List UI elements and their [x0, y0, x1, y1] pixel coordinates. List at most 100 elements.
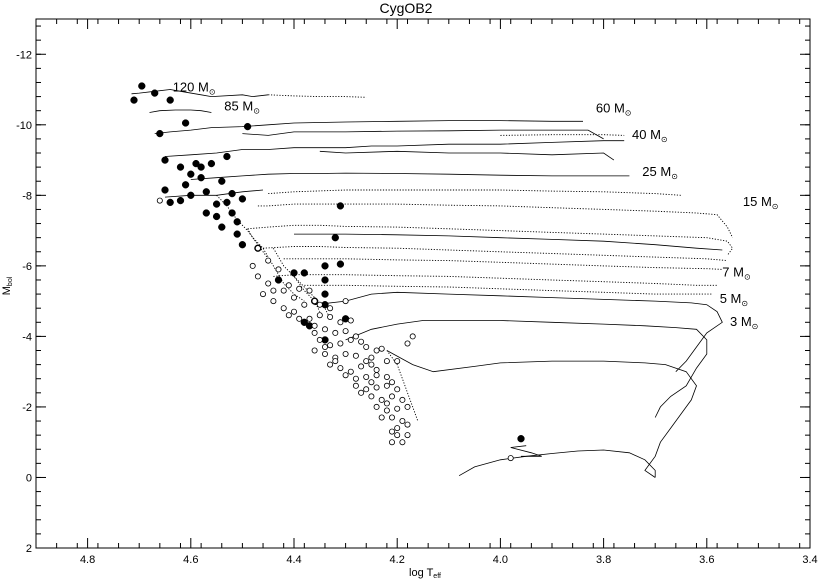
- open-star-point: [275, 266, 282, 273]
- evolutionary-track: [304, 284, 712, 295]
- y-tick-label: 0: [26, 472, 32, 484]
- evolutionary-track: [154, 120, 583, 134]
- open-star-point: [404, 432, 411, 439]
- mass-labels: 120 M⊙85 M⊙ 60 M⊙40 M⊙25 M⊙15 M⊙7 M⊙5 M⊙3…: [173, 79, 779, 330]
- filled-star-point: [130, 96, 138, 104]
- open-star-point: [327, 342, 334, 349]
- solar-symbol: ⊙: [744, 272, 751, 281]
- open-star-point: [337, 340, 344, 347]
- open-star-point: [327, 305, 334, 312]
- mass-label-text: 25 M: [642, 164, 671, 179]
- open-star-point: [156, 197, 163, 204]
- filled-star-point: [197, 163, 205, 171]
- open-star-point: [311, 322, 318, 329]
- evolutionary-track: [510, 445, 542, 457]
- x-axis-title: log Teff: [409, 567, 441, 580]
- filled-star-point: [321, 276, 329, 284]
- evolutionary-track: [268, 189, 682, 196]
- open-star-point: [388, 439, 395, 446]
- mass-label: 40 M⊙: [632, 127, 668, 144]
- x-tick-label: 4.0: [493, 554, 508, 566]
- evolutionary-track: [386, 350, 419, 422]
- open-star-point: [383, 373, 390, 380]
- filled-star-point: [161, 156, 169, 164]
- mass-label-text: 40 M: [632, 127, 661, 142]
- evolutionary-tracks: [131, 89, 734, 478]
- open-star-point: [383, 407, 390, 414]
- open-star-point: [383, 358, 390, 365]
- filled-star-point: [166, 198, 174, 207]
- open-star-point: [316, 301, 323, 308]
- open-star-point: [373, 384, 380, 391]
- filled-star-point: [223, 152, 231, 161]
- mass-label: 5 M⊙: [720, 291, 748, 308]
- open-star-point: [388, 414, 395, 421]
- open-star-point: [342, 298, 349, 305]
- open-star-point: [378, 396, 385, 403]
- filled-star-point: [238, 241, 247, 249]
- filled-star-point: [192, 159, 200, 168]
- y-axis-title: Mbol: [1, 276, 14, 295]
- filled-star-point: [138, 82, 146, 90]
- stars: [130, 82, 525, 462]
- y-tick-label: -8: [22, 190, 32, 202]
- open-star-point: [399, 439, 406, 446]
- filled-star-point: [161, 186, 169, 194]
- open-star-point: [254, 273, 261, 280]
- filled-star-point: [202, 188, 210, 196]
- open-star-point: [404, 340, 411, 347]
- evolutionary-track: [273, 274, 718, 286]
- y-tick-label: -12: [16, 49, 32, 61]
- chart-title: CygOB2: [380, 0, 433, 16]
- y-axis-title-sub: bol: [7, 276, 14, 286]
- open-star-point: [280, 287, 287, 294]
- open-star-point: [388, 428, 395, 435]
- x-axis-title-main: log T: [409, 567, 434, 579]
- plot-border: [35, 18, 811, 549]
- filled-star-point: [202, 209, 210, 217]
- open-star-point: [259, 291, 266, 298]
- filled-star-point: [336, 202, 345, 210]
- filled-star-point: [181, 181, 190, 189]
- open-star-point: [368, 393, 375, 400]
- open-star-point: [368, 354, 375, 361]
- y-tick-label: -2: [22, 402, 32, 414]
- evolutionary-track: [164, 189, 264, 198]
- open-star-point: [249, 262, 256, 269]
- open-star-point: [394, 386, 401, 393]
- open-star-point: [301, 301, 308, 308]
- evolutionary-track: [386, 350, 697, 478]
- open-star-point: [404, 403, 411, 410]
- filled-star-point: [212, 200, 221, 208]
- open-star-point: [270, 298, 277, 305]
- filled-star-point: [156, 129, 164, 138]
- evolutionary-track: [247, 228, 305, 302]
- open-star-point: [368, 379, 375, 386]
- open-star-point: [285, 282, 292, 289]
- mass-label-text: 15 M: [743, 194, 772, 209]
- filled-star-point: [336, 260, 345, 268]
- mass-label-text: 60 M: [596, 101, 625, 116]
- evolutionary-track: [314, 291, 723, 372]
- filled-star-point: [176, 163, 185, 171]
- solar-symbol: ⊙: [661, 135, 668, 144]
- open-star-point: [347, 336, 354, 343]
- filled-star-point: [212, 212, 221, 221]
- mass-label: 120 M⊙: [173, 79, 216, 96]
- x-tick-label: 4.4: [286, 554, 301, 566]
- open-star-point: [399, 417, 406, 424]
- open-star-point: [363, 343, 370, 350]
- evolutionary-track: [257, 203, 734, 238]
- x-tick-label: 3.8: [596, 554, 611, 566]
- solar-symbol: ⊙: [253, 107, 260, 116]
- open-star-point: [394, 358, 401, 365]
- open-star-point: [306, 315, 313, 322]
- filled-star-point: [181, 119, 190, 127]
- open-star-point: [321, 326, 328, 333]
- evolutionary-track: [131, 89, 269, 98]
- filled-star-point: [197, 174, 205, 182]
- solar-symbol: ⊙: [752, 322, 759, 331]
- evolutionary-track: [500, 134, 625, 136]
- solar-symbol: ⊙: [625, 109, 632, 118]
